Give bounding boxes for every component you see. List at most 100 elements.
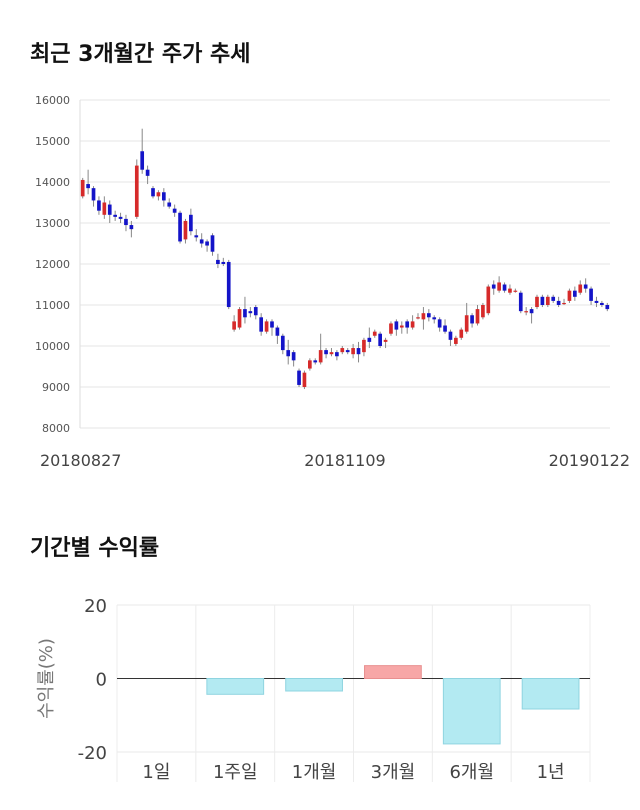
return-x-tick: 1일 bbox=[142, 762, 170, 783]
return-x-tick: 1개월 bbox=[292, 762, 337, 783]
candle-body bbox=[172, 208, 177, 213]
candle bbox=[280, 333, 285, 355]
candle bbox=[513, 288, 518, 293]
candle-body bbox=[161, 192, 166, 201]
return-bar bbox=[206, 678, 265, 695]
candle bbox=[535, 294, 539, 310]
candle-body bbox=[102, 202, 107, 215]
price-x-axis: 20180827 20181109 20190122 bbox=[40, 451, 630, 470]
price-y-tick: 12000 bbox=[35, 258, 70, 271]
candle bbox=[324, 348, 328, 359]
candle-body bbox=[405, 321, 410, 328]
candle bbox=[97, 196, 101, 215]
candle-body bbox=[264, 321, 269, 332]
candle-body bbox=[432, 317, 437, 320]
candle bbox=[605, 302, 610, 312]
candle-body bbox=[221, 261, 226, 264]
candle bbox=[475, 305, 480, 326]
candle-body bbox=[194, 235, 199, 238]
candle bbox=[540, 294, 545, 308]
candle-body bbox=[600, 302, 604, 305]
candle-body bbox=[508, 288, 512, 293]
price-x-tick: 20190122 bbox=[549, 451, 630, 470]
candle bbox=[524, 307, 529, 316]
candle-body bbox=[378, 333, 382, 346]
candle bbox=[329, 348, 334, 357]
candle-body bbox=[145, 169, 150, 176]
candle bbox=[600, 300, 604, 308]
candle bbox=[497, 276, 501, 293]
return-bar bbox=[442, 678, 501, 745]
candle bbox=[345, 348, 350, 355]
candle bbox=[335, 350, 339, 361]
candle-body bbox=[529, 309, 534, 314]
candle bbox=[372, 329, 377, 338]
candle-body bbox=[199, 239, 204, 244]
price-y-tick: 13000 bbox=[35, 217, 70, 230]
candle-body bbox=[518, 292, 523, 312]
candle-body bbox=[486, 286, 491, 314]
return-x-axis: 1일 1주일 1개월 3개월 6개월 1년 bbox=[142, 762, 564, 783]
candle-body bbox=[513, 290, 518, 292]
candle-body bbox=[291, 352, 296, 361]
candle-body bbox=[470, 315, 474, 324]
candles bbox=[80, 128, 610, 390]
candle bbox=[194, 229, 199, 242]
candle bbox=[151, 186, 155, 199]
candle-body bbox=[340, 348, 345, 353]
candle bbox=[389, 321, 393, 336]
candle bbox=[508, 284, 512, 295]
candle-body bbox=[253, 307, 258, 316]
candle bbox=[129, 220, 134, 238]
candle bbox=[86, 169, 90, 195]
candle-body bbox=[551, 296, 556, 301]
candle bbox=[80, 177, 85, 199]
candle-body bbox=[97, 200, 101, 211]
candle-body bbox=[156, 192, 161, 197]
price-trend-title: 최근 3개월간 주가 추세 bbox=[30, 42, 251, 67]
candle-body bbox=[345, 350, 350, 353]
price-y-tick: 15000 bbox=[35, 135, 70, 148]
return-x-tick: 6개월 bbox=[449, 762, 494, 783]
candle bbox=[481, 302, 485, 320]
candle-body bbox=[324, 350, 328, 355]
candle-body bbox=[351, 348, 355, 355]
candlestick-chart: 16000 15000 14000 13000 12000 11000 10000 9000 8… bbox=[35, 94, 630, 470]
candle-body bbox=[113, 214, 117, 217]
candle bbox=[270, 319, 274, 336]
candle-body bbox=[205, 241, 209, 246]
candle-body bbox=[583, 284, 588, 289]
candle bbox=[356, 341, 361, 363]
return-y-axis: 20 0 -20 bbox=[78, 596, 107, 764]
candle bbox=[464, 302, 469, 334]
candle bbox=[589, 286, 593, 305]
candle bbox=[502, 282, 507, 293]
candle bbox=[302, 370, 307, 390]
candle bbox=[172, 204, 177, 217]
candle-body bbox=[189, 214, 193, 232]
candle bbox=[113, 210, 117, 221]
candle-body bbox=[464, 315, 469, 332]
candle-body bbox=[394, 321, 399, 330]
candle-body bbox=[443, 325, 447, 332]
candle-body bbox=[362, 339, 366, 353]
candle bbox=[313, 358, 318, 365]
return-title: 기간별 수익률 bbox=[30, 536, 160, 561]
candle bbox=[518, 290, 523, 314]
candle-body bbox=[497, 282, 501, 291]
price-y-axis: 16000 15000 14000 13000 12000 11000 10000 9000 8… bbox=[35, 94, 70, 435]
candle-body bbox=[562, 302, 566, 305]
candle bbox=[107, 200, 112, 223]
candle bbox=[551, 294, 556, 303]
candle-body bbox=[237, 309, 242, 328]
candle bbox=[432, 315, 437, 324]
candle-body bbox=[216, 259, 220, 264]
candle bbox=[443, 319, 447, 334]
candle-body bbox=[459, 329, 464, 338]
candle-body bbox=[270, 321, 274, 328]
candle bbox=[243, 296, 247, 324]
return-y-tick: -20 bbox=[78, 743, 107, 764]
candle bbox=[145, 165, 150, 185]
candle-body bbox=[594, 300, 599, 303]
candle bbox=[351, 343, 355, 359]
